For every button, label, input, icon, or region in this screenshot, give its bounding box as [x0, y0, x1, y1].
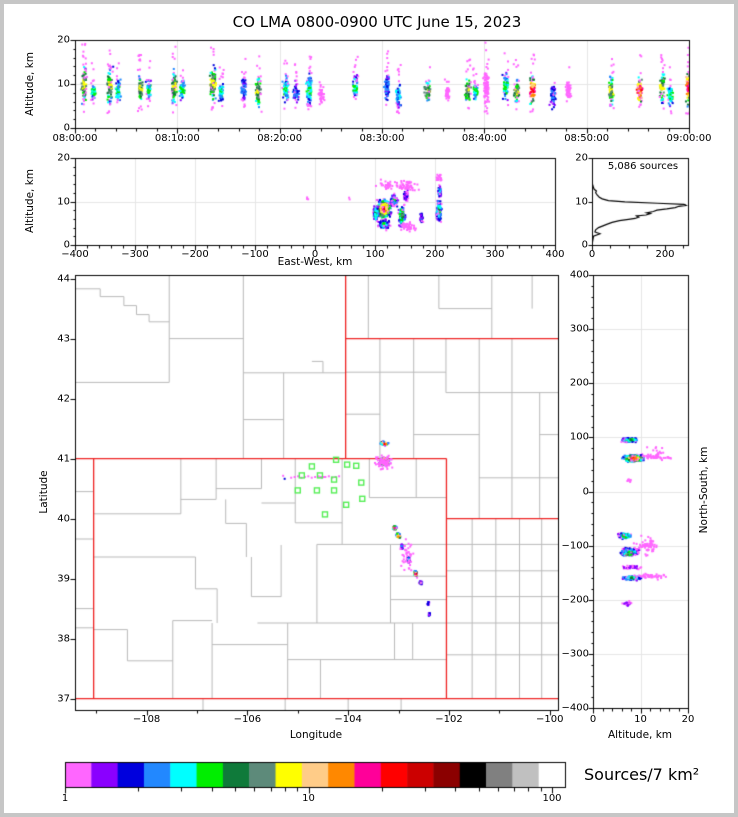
- north-south-tick-label: 300: [569, 323, 589, 335]
- colorbar-tick-label: 10: [302, 793, 315, 804]
- map-xlabel: Longitude: [289, 729, 343, 741]
- histogram-altitude-tick-label: 0: [581, 239, 588, 251]
- colorbar-label: Sources/7 km²: [584, 765, 700, 784]
- ns-panel-ylabel: North-South, km: [698, 446, 710, 534]
- histogram-altitude-tick-label: 20: [575, 152, 588, 164]
- north-south-tick-label: −300: [561, 648, 589, 660]
- east-west-tick-label: −300: [121, 249, 149, 260]
- north-south-tick-label: 100: [569, 431, 589, 443]
- east-west-tick-label: 200: [425, 249, 445, 260]
- north-south-tick-label: −400: [561, 702, 589, 714]
- map-ylabel: Latitude: [38, 470, 50, 514]
- latitude-tick-label: 38: [57, 633, 70, 645]
- east-west-tick-label: −100: [241, 249, 269, 260]
- ew-altitude-tick-label: 0: [63, 239, 70, 251]
- latitude-tick-label: 39: [57, 573, 70, 585]
- time-axis-tick-label: 08:40:00: [461, 133, 507, 144]
- north-south-tick-label: 200: [569, 377, 589, 389]
- north-south-tick-label: 0: [582, 486, 589, 497]
- time-altitude-tick-label: 0: [63, 122, 70, 134]
- time-axis-tick-label: 08:50:00: [564, 133, 610, 144]
- north-south-tick-label: 400: [569, 269, 589, 281]
- east-west-tick-label: −400: [61, 249, 89, 260]
- latitude-tick-label: 42: [57, 393, 70, 405]
- latitude-tick-label: 40: [57, 513, 70, 525]
- ew-altitude-tick-label: 10: [57, 196, 70, 207]
- histogram-count-tick-label: 0: [588, 249, 596, 260]
- longitude-tick-label: −108: [132, 714, 161, 725]
- colorbar-tick-label: 100: [542, 793, 562, 804]
- latitude-tick-label: 41: [57, 453, 70, 465]
- east-west-tick-label: 300: [485, 249, 505, 260]
- east-west-tick-label: −200: [181, 249, 209, 260]
- latitude-tick-label: 44: [57, 273, 70, 285]
- ns-altitude-tick-label: 20: [681, 714, 695, 725]
- chart-title: CO LMA 0800-0900 UTC June 15, 2023: [232, 13, 522, 31]
- latitude-tick-label: 37: [57, 693, 70, 705]
- longitude-tick-label: −100: [536, 714, 564, 725]
- time-axis-tick-label: 08:10:00: [154, 133, 200, 144]
- histogram-count-tick-label: 200: [655, 249, 675, 260]
- north-south-tick-label: −100: [561, 540, 589, 552]
- histogram-altitude-tick-label: 10: [575, 196, 588, 207]
- time-axis-tick-label: 09:00:00: [666, 133, 712, 144]
- longitude-tick-label: −106: [233, 714, 262, 725]
- colorbar-tick-label: 1: [61, 793, 69, 804]
- ew-panel-ylabel: Altitude, km: [24, 168, 36, 234]
- ew-altitude-tick-label: 20: [57, 152, 70, 164]
- time-axis-tick-label: 08:30:00: [359, 133, 405, 144]
- east-west-tick-label: 100: [365, 249, 385, 260]
- ns-altitude-tick-label: 10: [634, 714, 647, 725]
- east-west-tick-label: 0: [311, 249, 319, 260]
- east-west-tick-label: 400: [545, 249, 565, 260]
- time-altitude-tick-label: 10: [57, 78, 70, 90]
- time-panel-ylabel: Altitude, km: [24, 51, 36, 117]
- longitude-tick-label: −102: [435, 714, 463, 725]
- time-axis-tick-label: 08:00:00: [52, 133, 98, 144]
- ns-panel-xlabel: Altitude, km: [607, 729, 673, 741]
- time-axis-tick-label: 08:20:00: [257, 133, 303, 144]
- sources-count-annotation: 5,086 sources: [607, 161, 679, 172]
- latitude-tick-label: 43: [57, 333, 70, 345]
- ns-altitude-tick-label: 0: [589, 714, 597, 725]
- ew-panel-xlabel: East-West, km: [277, 256, 353, 268]
- north-south-tick-label: −200: [561, 594, 589, 606]
- longitude-tick-label: −104: [334, 714, 362, 725]
- time-altitude-tick-label: 20: [57, 34, 70, 46]
